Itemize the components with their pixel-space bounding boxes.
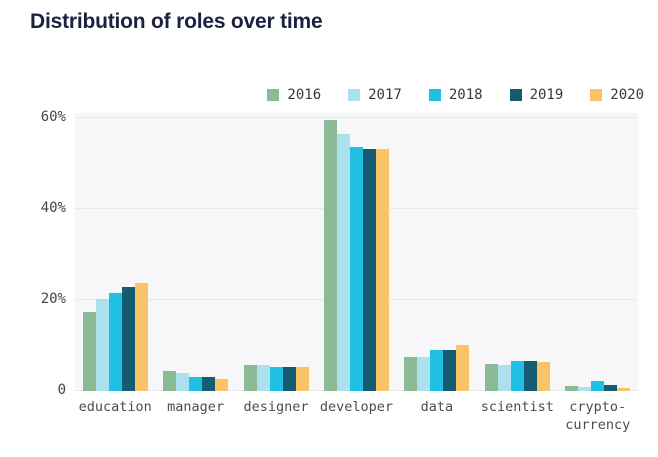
- x-tick-label: designer: [243, 399, 309, 415]
- legend-item-2018: 2018: [428, 87, 483, 103]
- x-tick-label: crypto- currency: [565, 399, 631, 433]
- y-tick-60%: 60%: [40, 108, 66, 125]
- x-axis-tick-labels: education manager designer developer data sci…: [75, 399, 638, 434]
- legend-label: 2016: [287, 87, 322, 103]
- bar-data-2018: [430, 350, 444, 391]
- bar-manager-2020: [215, 379, 229, 391]
- y-tick-0: 0: [57, 382, 66, 398]
- x-tick-label: scientist: [480, 399, 554, 415]
- bar-scientist-2017: [497, 364, 511, 391]
- bar-group-designer: [243, 365, 309, 391]
- plot-area: [75, 113, 638, 391]
- bar-developer-2019: [362, 148, 376, 391]
- bar-developer-2016: [323, 120, 337, 391]
- legend-item-2019: 2019: [509, 87, 564, 103]
- bar-education-2020: [134, 283, 148, 391]
- x-tick-label: education: [78, 399, 152, 415]
- bar-scientist-2020: [536, 361, 550, 391]
- bar-education-2016: [82, 312, 96, 391]
- legend-swatch-2019: [509, 89, 522, 101]
- bar-group-scientist: [484, 361, 550, 391]
- x-tick-scientist: scientist: [481, 399, 554, 434]
- legend-item-2020: 2020: [590, 87, 644, 103]
- bar-designer-2020: [295, 367, 309, 391]
- bar-group-crypto-currency: [565, 380, 631, 391]
- bar-group-education: [82, 283, 148, 391]
- bar-data-2020: [456, 345, 470, 391]
- gridline-60%: [75, 116, 638, 118]
- legend-label: 2020: [610, 87, 644, 103]
- bar-developer-2017: [336, 134, 350, 391]
- bar-crypto-currency-2019: [604, 385, 618, 391]
- x-tick-label: data: [420, 399, 454, 415]
- y-tick-20%: 20%: [40, 290, 66, 307]
- bar-crypto-currency-2020: [617, 387, 631, 391]
- legend-label: 2017: [368, 87, 402, 103]
- bar-education-2019: [121, 287, 135, 391]
- x-tick-data: data: [404, 399, 469, 434]
- x-tick-designer: designer: [244, 399, 309, 434]
- bar-education-2017: [95, 298, 109, 391]
- legend-item-2016: 2016: [267, 87, 321, 103]
- legend-swatch-2016: [267, 89, 280, 101]
- x-tick-label: developer: [319, 399, 394, 415]
- legend-label: 2019: [529, 87, 564, 103]
- x-tick-crypto-currency: crypto- currency: [565, 399, 630, 434]
- bar-group-manager: [163, 370, 229, 391]
- bar-designer-2018: [269, 367, 283, 391]
- bar-designer-2016: [243, 365, 257, 391]
- x-tick-education: education: [79, 399, 152, 434]
- x-tick-label: manager: [167, 399, 225, 415]
- bar-scientist-2016: [484, 363, 498, 391]
- bar-manager-2016: [163, 370, 177, 391]
- bar-data-2017: [417, 356, 431, 391]
- bar-developer-2018: [349, 147, 363, 391]
- bar-data-2016: [404, 356, 418, 391]
- legend-item-2017: 2017: [348, 87, 402, 103]
- bar-education-2018: [108, 293, 122, 391]
- bar-manager-2019: [202, 376, 216, 391]
- bar-crypto-currency-2017: [578, 386, 592, 391]
- legend-swatch-2017: [348, 89, 361, 101]
- bar-groups: [75, 113, 638, 391]
- bar-scientist-2018: [510, 361, 524, 391]
- x-tick-manager: manager: [163, 399, 228, 434]
- bar-manager-2018: [189, 376, 203, 391]
- legend: 2016 2017 2018 2019 2020: [267, 87, 644, 103]
- bar-crypto-currency-2016: [565, 386, 579, 391]
- bar-designer-2019: [282, 367, 296, 391]
- bar-designer-2017: [256, 365, 270, 391]
- chart-title: Distribution of roles over time: [30, 10, 323, 33]
- x-tick-developer: developer: [320, 399, 393, 434]
- bar-developer-2020: [375, 148, 389, 391]
- bar-data-2019: [443, 350, 457, 391]
- bar-scientist-2019: [523, 361, 537, 391]
- bar-group-developer: [323, 120, 389, 391]
- bar-crypto-currency-2018: [591, 380, 605, 391]
- y-tick-40%: 40%: [40, 199, 66, 216]
- legend-swatch-2020: [590, 89, 603, 101]
- bar-manager-2017: [176, 373, 190, 391]
- legend-swatch-2018: [428, 89, 441, 101]
- bar-group-data: [404, 345, 470, 391]
- legend-label: 2018: [448, 87, 483, 103]
